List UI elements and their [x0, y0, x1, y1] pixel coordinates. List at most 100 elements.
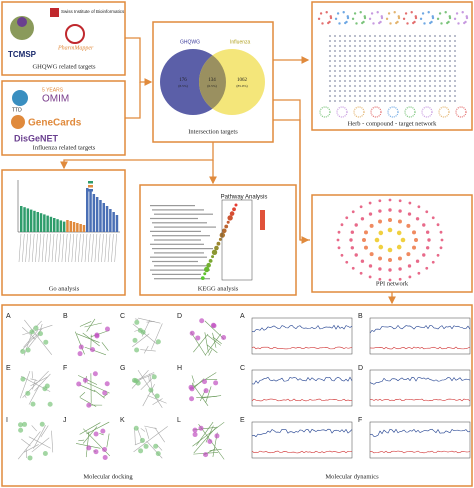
residue — [76, 381, 82, 387]
network-node — [339, 100, 341, 102]
network-node — [444, 50, 446, 52]
network-node — [374, 75, 376, 77]
residue — [92, 371, 98, 377]
network-node — [339, 45, 341, 47]
network-node — [379, 95, 381, 97]
network-node — [379, 100, 381, 102]
go-bar — [39, 213, 43, 232]
network-node — [384, 35, 386, 37]
ppi-node — [412, 230, 417, 235]
network-node — [359, 55, 361, 57]
network-node — [374, 35, 376, 37]
network-node — [414, 55, 416, 57]
network-node — [394, 40, 396, 42]
ppi-node — [398, 199, 402, 203]
md-trace — [251, 346, 353, 350]
network-node — [349, 65, 351, 67]
bond — [190, 331, 207, 356]
ppi-node — [425, 210, 429, 214]
kegg-term — [150, 243, 204, 245]
genecards-logo — [11, 115, 25, 129]
network-node — [404, 40, 406, 42]
residue — [43, 339, 49, 345]
panel-letter: E — [6, 365, 11, 372]
network-node — [419, 100, 421, 102]
network-node — [379, 60, 381, 62]
network-node — [406, 22, 409, 25]
network-node — [384, 45, 386, 47]
network-node — [444, 100, 446, 102]
network-node — [424, 55, 426, 57]
go-bar — [49, 216, 53, 232]
network-node — [449, 65, 451, 67]
ppi-node — [407, 212, 412, 216]
ppi-node — [345, 216, 349, 220]
network-node — [399, 40, 401, 42]
network-node — [389, 40, 391, 42]
ppi-node — [351, 210, 355, 214]
ppi-node — [398, 277, 402, 281]
network-node — [439, 70, 441, 72]
residue — [202, 379, 208, 385]
network-node — [379, 50, 381, 52]
residue — [42, 451, 48, 457]
residue — [203, 452, 209, 458]
network-node — [439, 90, 441, 92]
network-node — [379, 35, 381, 37]
network-node — [444, 35, 446, 37]
network-node — [431, 15, 434, 18]
network-node — [409, 70, 411, 72]
ppi-node — [417, 205, 421, 209]
network-node — [454, 100, 456, 102]
network-node — [389, 65, 391, 67]
kegg-term — [154, 265, 207, 267]
bond — [133, 426, 168, 453]
network-node — [374, 90, 376, 92]
residue — [198, 425, 204, 431]
bond — [145, 427, 150, 439]
network-node — [354, 35, 356, 37]
network-node — [465, 15, 468, 18]
go-term — [41, 233, 45, 263]
ppi-node — [414, 238, 418, 242]
bond — [205, 386, 212, 403]
bond — [28, 333, 40, 348]
network-node — [394, 85, 396, 87]
network-node — [429, 40, 431, 42]
md-frame — [251, 369, 353, 407]
residue — [30, 401, 36, 407]
panel-letter: D — [358, 365, 363, 372]
network-node — [404, 35, 406, 37]
network-node — [363, 15, 366, 18]
network-node — [404, 106, 416, 118]
network-node — [384, 80, 386, 82]
network-node — [434, 70, 436, 72]
ppi-node — [388, 198, 392, 202]
network-node — [424, 50, 426, 52]
residue — [192, 432, 198, 438]
network-node — [394, 70, 396, 72]
network-node — [364, 35, 366, 37]
go-term — [101, 233, 104, 263]
bond — [28, 436, 51, 449]
network-node — [359, 85, 361, 87]
network-node — [319, 12, 323, 15]
network-node — [444, 55, 446, 57]
network-node — [424, 45, 426, 47]
network-node — [454, 85, 456, 87]
network-node — [464, 20, 467, 24]
residue — [86, 445, 92, 451]
go-term — [74, 233, 78, 263]
ppi-node — [415, 217, 420, 221]
network-node — [334, 35, 336, 37]
network-node — [449, 55, 451, 57]
network-node — [344, 85, 346, 87]
network-node — [429, 45, 431, 47]
bond — [103, 393, 109, 398]
ppi-node — [368, 264, 373, 268]
network-node — [364, 75, 366, 77]
network-node — [379, 20, 382, 24]
network-node — [402, 17, 406, 21]
network-node — [379, 80, 381, 82]
network-node — [329, 40, 331, 42]
